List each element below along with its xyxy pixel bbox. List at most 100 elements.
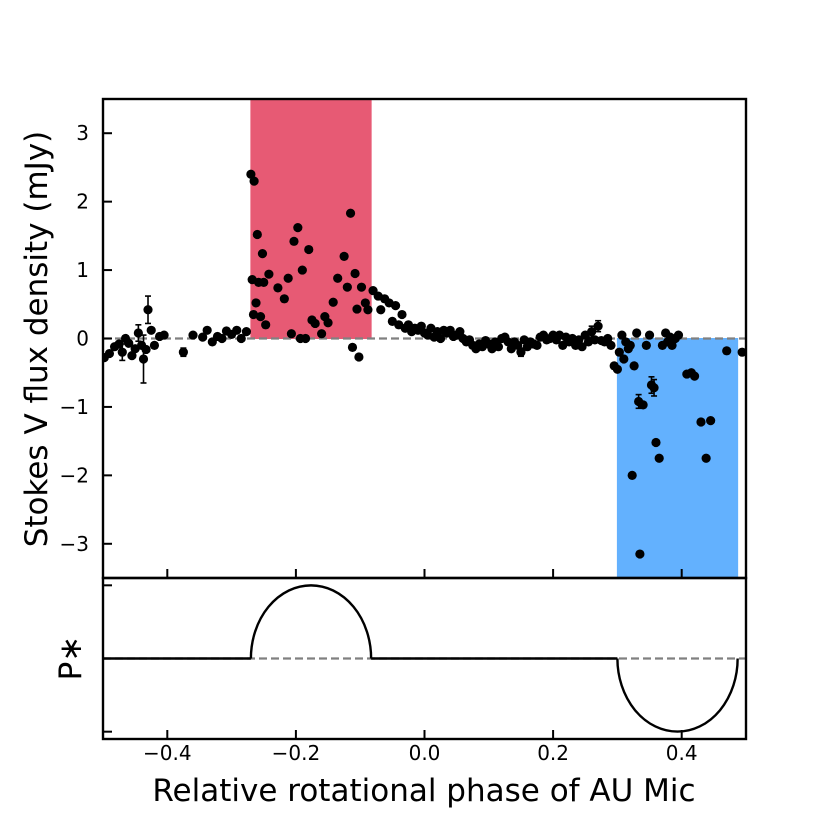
data-point [503,337,513,347]
data-point [138,354,149,364]
data-point [300,333,311,344]
data-point [259,277,269,287]
data-point [178,347,188,357]
data-point [133,328,143,338]
data-point [127,351,137,361]
y-tick-label: 1 [76,258,89,282]
data-point [673,330,684,340]
data-point [345,208,356,218]
p-star-curve [103,584,739,733]
data-point [347,342,358,352]
data-point [593,321,603,331]
data-point [159,330,169,340]
data-point [279,294,289,304]
data-point [310,318,320,329]
data-point [632,328,642,338]
data-point [577,342,587,352]
x-axis-label: Relative rotational phase of AU Mic [152,773,695,809]
data-point [356,282,367,292]
data-point [264,269,274,279]
data-point [354,352,364,362]
negative-highlight-region [616,338,739,578]
data-point [532,340,542,350]
x-tick-label: −0.4 [143,741,192,765]
data-point [217,333,227,344]
y-tick-label: 3 [76,121,89,145]
data-point [283,273,293,283]
data-point [246,169,256,179]
data-point [722,346,732,356]
data-point [493,342,504,352]
bottom-panel-ticks [103,584,683,739]
p-star-axis-label: P∗ [53,636,89,681]
data-point [625,340,635,350]
data-point [654,453,664,463]
data-point [651,437,661,448]
data-point [574,335,584,345]
data-point [339,251,349,261]
error-bars [119,295,658,410]
data-point [397,309,407,320]
y-tick-label: −3 [60,532,89,556]
y-tick-label: −2 [60,463,89,487]
data-point [198,332,208,342]
p-star-positive-hump [249,584,373,659]
data-point [257,249,268,259]
data-point [350,268,360,279]
data-point [706,416,716,426]
data-point [188,330,198,340]
y-axis-label: Stokes V flux density (mJy) [19,131,55,548]
data-point [143,305,153,315]
data-point [146,325,156,335]
data-point [667,340,677,350]
data-point [689,371,700,381]
data-point [352,304,362,314]
data-point [236,333,246,344]
data-point [251,298,261,308]
x-tick-label: 0.0 [409,741,441,765]
data-point [606,340,616,350]
data-point [141,344,151,355]
data-point [124,338,134,348]
data-point [323,318,333,328]
data-point [641,340,651,350]
data-point [286,329,296,339]
data-point [249,176,259,186]
data-point [635,549,645,559]
data-point [114,339,124,349]
data-point [232,325,242,335]
data-point [516,347,526,357]
positive-highlight-region [250,99,372,339]
data-point [252,229,262,240]
data-point [149,340,160,350]
highlight-regions [250,99,739,578]
p-star-negative-hump [616,658,739,733]
top-panel-ticks [103,132,683,578]
bottom-panel-frame [101,576,748,741]
data-point [273,283,283,293]
y-tick-label: 0 [76,327,89,351]
data-point [376,305,386,315]
x-tick-label: 0.2 [537,741,569,765]
data-point [304,244,314,255]
data-point [435,333,446,344]
data-point [638,400,648,410]
data-point [416,321,426,331]
data-point [619,354,629,364]
data-point [255,312,266,322]
y-tick-label: 2 [76,190,89,214]
data-point [603,333,613,344]
x-tick-label: 0.4 [666,741,698,765]
data-point [627,470,637,480]
data-point [328,297,338,307]
data-point [390,301,401,311]
data-point [587,327,597,337]
data-point [289,236,299,246]
data-point [317,329,327,339]
data-point [241,327,251,337]
data-point [297,265,307,275]
data-point [617,330,627,340]
data-point [202,325,212,335]
data-point [513,340,523,350]
